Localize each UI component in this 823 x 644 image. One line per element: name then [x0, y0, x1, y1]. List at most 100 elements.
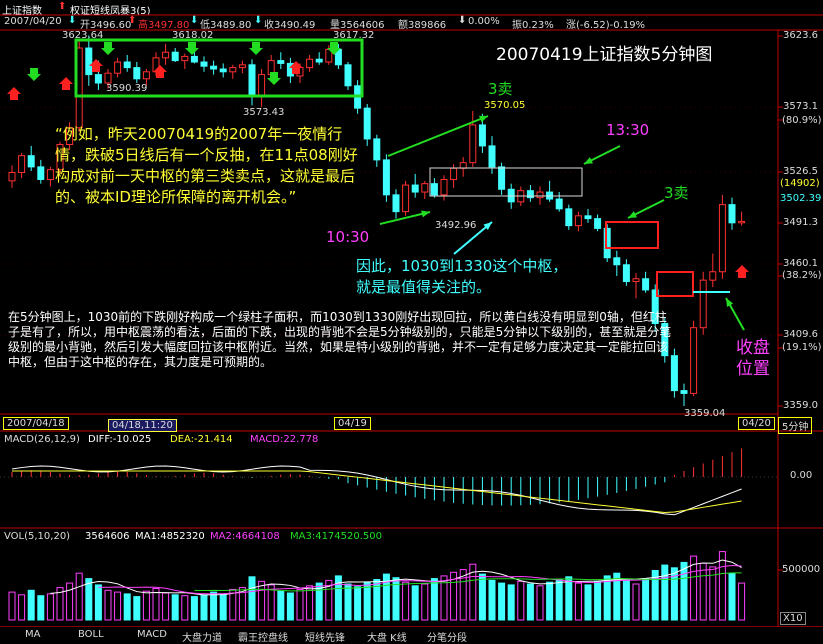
- volume-bar: [478, 573, 486, 621]
- candle-body: [430, 183, 438, 196]
- volume-bar: [526, 583, 534, 621]
- green-down-arrow-icon: [267, 72, 281, 85]
- candle-body: [469, 124, 477, 164]
- candle-body: [171, 51, 179, 62]
- close-value: 收3490.49: [264, 20, 316, 31]
- candle-body: [450, 167, 458, 180]
- volume-bar: [104, 589, 112, 621]
- candle-body: [27, 155, 35, 168]
- down-arrow-icon: ⬇: [68, 15, 77, 26]
- volume-bar: [46, 593, 54, 621]
- candle-body: [37, 166, 45, 180]
- volume-bar: [306, 585, 314, 621]
- vol-ma1: MA1:4852320: [135, 531, 205, 542]
- candle-body: [142, 71, 150, 80]
- volume-bar: [85, 578, 93, 621]
- volume-bar: [200, 594, 208, 621]
- pointer-arrow-head: [628, 211, 637, 218]
- volume-bar: [162, 592, 170, 621]
- candle-body: [440, 178, 448, 196]
- up-arrow-icon: ⬆: [128, 15, 137, 26]
- vol-value: 3564606: [85, 531, 130, 542]
- tab-fenbi[interactable]: 分笔分段: [427, 633, 467, 644]
- candle-body: [258, 74, 266, 98]
- candle-body: [632, 278, 640, 283]
- period-label[interactable]: 5分钟: [778, 417, 813, 434]
- amplitude: 振0.23%: [512, 20, 554, 31]
- candle-body: [382, 159, 390, 196]
- price-label: 3573.43: [243, 107, 285, 118]
- volume-bar: [488, 579, 496, 621]
- price-label: 3359.04: [684, 408, 726, 419]
- candle-body: [738, 220, 746, 224]
- candle-body: [114, 61, 122, 74]
- price-label: 3623.64: [62, 30, 104, 41]
- pivot-note: 因此，1030到1330这个中枢，就是最值得关注的。: [356, 257, 568, 296]
- volume-bar: [123, 593, 131, 621]
- candle-body: [709, 271, 717, 281]
- candle-body: [478, 124, 486, 147]
- volume-bar: [315, 582, 323, 621]
- tab-dapan-kline[interactable]: 大盘 K线: [367, 633, 407, 644]
- volume-bar: [574, 582, 582, 621]
- volume-bar: [718, 551, 726, 621]
- tab-duanxian[interactable]: 短线先锋: [305, 633, 345, 644]
- candle-body: [526, 190, 534, 199]
- macd-title: MACD(26,12,9): [4, 434, 80, 445]
- volume-bar: [642, 578, 650, 621]
- tab-bawang[interactable]: 霸王控盘线: [238, 633, 288, 644]
- candle-body: [363, 107, 371, 140]
- volume-bar: [680, 561, 688, 621]
- macd-dea: DEA:-21.414: [170, 434, 233, 445]
- red-up-arrow-icon: [153, 65, 167, 78]
- close-position-label: 收盘 位置: [736, 338, 770, 379]
- tab-dapan-lidao[interactable]: 大盘力道: [182, 633, 222, 644]
- candle-body: [613, 257, 621, 266]
- volume-bar: [277, 590, 285, 621]
- sell-point-box: [605, 221, 659, 249]
- candle-body: [104, 72, 112, 84]
- volume-bar: [594, 580, 602, 621]
- volume-bar: [517, 580, 525, 621]
- tab-ma[interactable]: MA: [25, 629, 41, 640]
- candle-body: [536, 191, 544, 199]
- candle-body: [651, 289, 659, 324]
- y-tick-label: 3623.6: [783, 30, 818, 41]
- candle-body: [344, 64, 352, 87]
- volume-bar: [8, 591, 16, 621]
- volume-bar: [94, 584, 102, 621]
- volume-bar: [56, 587, 64, 621]
- volume-bar: [66, 582, 74, 621]
- volume-bar: [373, 579, 381, 621]
- tab-macd[interactable]: MACD: [137, 629, 167, 640]
- volume-bar: [613, 572, 621, 621]
- pivot-box: [429, 167, 583, 197]
- green-down-arrow-icon: [249, 42, 263, 55]
- up-arrow-icon: ⬆: [58, 1, 67, 12]
- volume-bar: [430, 578, 438, 621]
- macd-diff-line: [11, 465, 742, 516]
- volume-bar: [354, 586, 362, 621]
- time-label-1330: 13:30: [606, 121, 650, 139]
- volume-bar: [555, 579, 563, 621]
- candle-body: [661, 322, 669, 357]
- tab-boll[interactable]: BOLL: [78, 629, 104, 640]
- candle-body: [670, 355, 678, 392]
- green-down-arrow-icon: [327, 42, 341, 55]
- candle-body: [133, 67, 141, 80]
- low-value: 低3489.80: [200, 20, 252, 31]
- volume-bar: [622, 579, 630, 621]
- volume-bar: [459, 569, 467, 621]
- price-label: 3492.96: [435, 220, 477, 231]
- volume-bar: [670, 567, 678, 621]
- price-label: 3570.05: [484, 100, 526, 111]
- pointer-arrow: [379, 211, 431, 225]
- green-down-arrow-icon: [101, 42, 115, 55]
- volume-bar: [152, 588, 160, 621]
- volume-value: 量3564606: [330, 20, 385, 31]
- green-down-arrow-icon: [27, 68, 41, 81]
- y-tick-label: 3409.6: [783, 329, 818, 340]
- vol-tick: 500000: [782, 564, 821, 575]
- down-arrow-icon: ⬇: [190, 15, 199, 26]
- volume-bar: [114, 591, 122, 621]
